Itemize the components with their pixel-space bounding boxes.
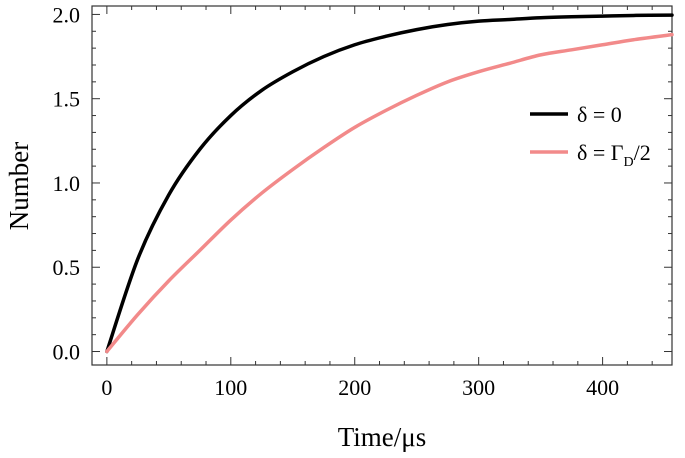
legend-label-series-2-suffix: /2 bbox=[634, 140, 651, 165]
x-tick-label: 300 bbox=[462, 375, 495, 400]
legend-label-series-2-main: δ = Γ bbox=[577, 140, 624, 165]
y-tick-label: 1.0 bbox=[53, 171, 81, 196]
y-tick-label: 0.5 bbox=[53, 255, 81, 280]
legend-label-series-1: δ = 0 bbox=[577, 102, 622, 127]
plot-frame bbox=[91, 5, 673, 366]
x-tick-label: 100 bbox=[214, 375, 247, 400]
series-line-2 bbox=[105, 32, 674, 354]
legend: δ = 0 δ = ΓD/2 bbox=[530, 102, 651, 170]
x-tick-label: 0 bbox=[101, 375, 112, 400]
series-layer bbox=[105, 13, 674, 354]
legend-label-series-2-subscript: D bbox=[624, 155, 634, 170]
series-line-1 bbox=[105, 13, 674, 354]
y-tick-label: 2.0 bbox=[53, 2, 81, 27]
x-tick-label: 400 bbox=[586, 375, 619, 400]
y-axis-title: Number bbox=[4, 142, 34, 230]
y-tick-label: 1.5 bbox=[53, 87, 81, 112]
x-tick-label: 200 bbox=[338, 375, 371, 400]
tick-marks bbox=[92, 6, 672, 365]
legend-label-series-2: δ = ΓD/2 bbox=[577, 140, 651, 170]
tick-labels: 0 100 200 300 400 0.0 0.5 1.0 1.5 2.0 bbox=[53, 2, 620, 400]
x-axis-title: Time/μs bbox=[338, 422, 427, 452]
y-tick-label: 0.0 bbox=[53, 340, 81, 365]
